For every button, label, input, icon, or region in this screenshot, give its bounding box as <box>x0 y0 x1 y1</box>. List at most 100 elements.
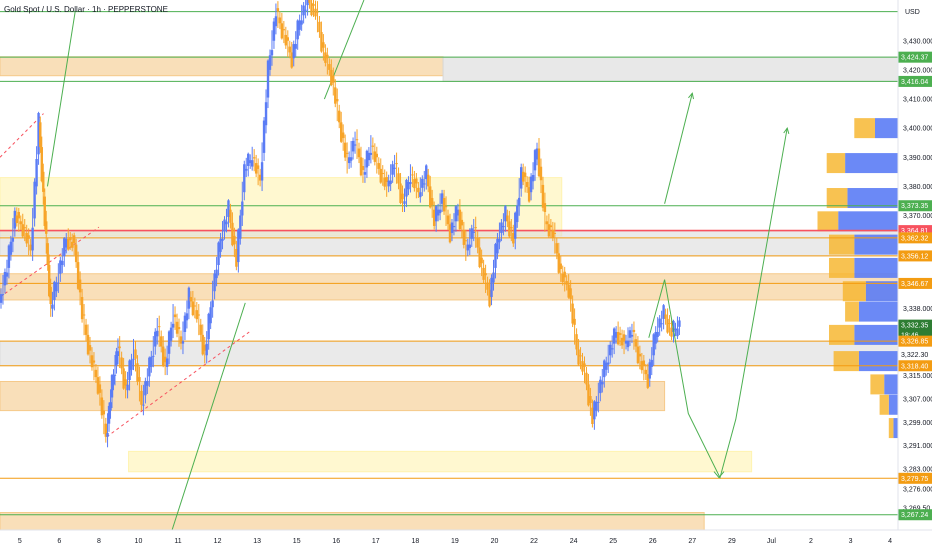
candle-body-13-3 <box>96 377 100 394</box>
volume-bar-up-5 <box>829 257 855 278</box>
x-axis-ticks[interactable]: 5 6 8 10 11 12 13 15 16 17 18 19 20 22 24 25 26 27 29 Jul 2 3… <box>18 538 892 545</box>
x-tick-13: 22 <box>530 538 538 545</box>
candle-body-33-2 <box>249 160 252 164</box>
candle-body-23-2 <box>169 327 173 341</box>
candle-body-76-3 <box>591 407 594 424</box>
candle-body-69-0 <box>529 176 533 193</box>
candle-body-5-1 <box>33 181 36 219</box>
candle-body-6-1 <box>40 147 43 182</box>
candle-body-67-2 <box>518 197 521 206</box>
candle-body-15-3 <box>110 375 114 398</box>
candle-body-20-2 <box>146 381 149 386</box>
price-label-text-5: 3,356.12 <box>901 253 928 260</box>
candle-body-86-0 <box>664 314 667 319</box>
candle-body-57-2 <box>438 209 442 214</box>
candle-body-43-3 <box>330 69 333 86</box>
price-label-text-6: 3,346.67 <box>901 281 928 288</box>
candle-body-63-0 <box>482 267 485 280</box>
candle-body-82-2 <box>636 346 640 364</box>
candle-body-20-0 <box>142 404 145 406</box>
y-axis-ticks[interactable]: 3,430.000 3,420.000 3,410.000 3,400.000 3,39… <box>903 38 932 512</box>
candle-body-4-0 <box>23 227 26 229</box>
candle-body-27-1 <box>199 324 202 335</box>
candle-body-43-2 <box>328 64 331 70</box>
candle-body-58-1 <box>444 206 448 208</box>
candle-body-79-2 <box>612 328 616 344</box>
candle-body-61-0 <box>466 244 469 251</box>
candle-body-48-1 <box>365 150 369 168</box>
candle-body-66-0 <box>506 215 509 222</box>
candle-body-33-1 <box>247 153 250 166</box>
price-label-text-9: 3,326.85 <box>901 339 928 346</box>
candle-body-79-3 <box>614 331 618 338</box>
forecast-arrow-main-head <box>783 127 790 135</box>
x-tick-9: 17 <box>372 538 380 545</box>
zone-4 <box>0 273 899 301</box>
candle-body-57-0 <box>434 206 438 222</box>
candle-body-54-3 <box>417 187 420 193</box>
price-label-box-1 <box>898 75 932 87</box>
candle-body-57-3 <box>440 193 444 204</box>
candle-body-65-0 <box>498 238 501 243</box>
candle-body-41-3 <box>314 8 317 17</box>
candle-body-80-2 <box>620 337 624 346</box>
x-tick-4: 11 <box>174 538 181 545</box>
candle-body-83-0 <box>640 361 644 371</box>
candle-body-42-3 <box>322 42 325 48</box>
candle-body-84-2 <box>652 334 655 356</box>
candle-body-77-3 <box>599 379 602 394</box>
price-label-text-1: 3,416.04 <box>901 79 928 86</box>
candle-body-46-3 <box>353 144 357 146</box>
candle-body-19-2 <box>138 377 141 382</box>
candle-body-50-0 <box>379 168 382 183</box>
candle-body-29-3 <box>219 238 222 252</box>
candle-body-73-1 <box>563 271 566 278</box>
candle-body-1-3 <box>5 272 9 277</box>
candle-body-45-3 <box>345 152 349 154</box>
candle-body-87-3 <box>678 320 681 327</box>
candle-body-45-1 <box>341 132 345 139</box>
candle-body-20-3 <box>148 357 151 377</box>
candle-body-67-1 <box>516 205 519 223</box>
candle-body-22-0 <box>158 326 161 328</box>
candle-body-23-3 <box>171 323 175 328</box>
candle-body-2-3 <box>13 210 17 229</box>
candle-body-77-0 <box>593 401 596 420</box>
candle-body-16-3 <box>116 351 120 357</box>
candle-body-24-2 <box>177 327 181 330</box>
candle-body-6-0 <box>39 122 42 148</box>
volume-bar-up-7 <box>845 301 859 322</box>
candle-body-32-3 <box>243 164 246 193</box>
candle-body-76-0 <box>585 372 588 385</box>
candle-body-82-3 <box>638 353 642 357</box>
candle-body-12-1 <box>84 324 88 335</box>
candle-body-38-2 <box>288 46 291 53</box>
candle-body-61-3 <box>472 231 475 233</box>
volume-bar-down-5 <box>854 257 898 278</box>
candle-body-71-0 <box>545 221 549 225</box>
x-tick-11: 19 <box>451 538 459 545</box>
candle-body-19-0 <box>134 349 137 359</box>
candle-body-48-3 <box>369 152 373 155</box>
candle-body-60-0 <box>458 209 462 230</box>
candle-body-51-3 <box>393 167 396 169</box>
candle-body-46-0 <box>347 157 351 164</box>
price-label-box-0 <box>898 51 932 63</box>
candle-body-18-1 <box>128 360 131 381</box>
candle-body-31-2 <box>233 235 236 245</box>
candle-body-56-1 <box>429 186 432 208</box>
chart-title: Gold Spot / U.S. Dollar · 1h · PEPPERSTO… <box>4 5 168 14</box>
candle-body-6-3 <box>43 196 46 226</box>
candle-body-18-2 <box>130 359 133 370</box>
candle-body-46-1 <box>349 157 353 161</box>
candle-body-21-3 <box>156 330 159 337</box>
candle-body-56-0 <box>427 174 430 187</box>
candle-body-40-2 <box>304 9 307 11</box>
candle-body-72-1 <box>555 243 558 254</box>
candle-body-42-1 <box>318 21 321 33</box>
candle-body-30-1 <box>223 219 226 232</box>
candle-body-24-3 <box>179 336 183 344</box>
candle-body-5-3 <box>37 112 40 155</box>
candle-body-22-1 <box>160 336 163 347</box>
